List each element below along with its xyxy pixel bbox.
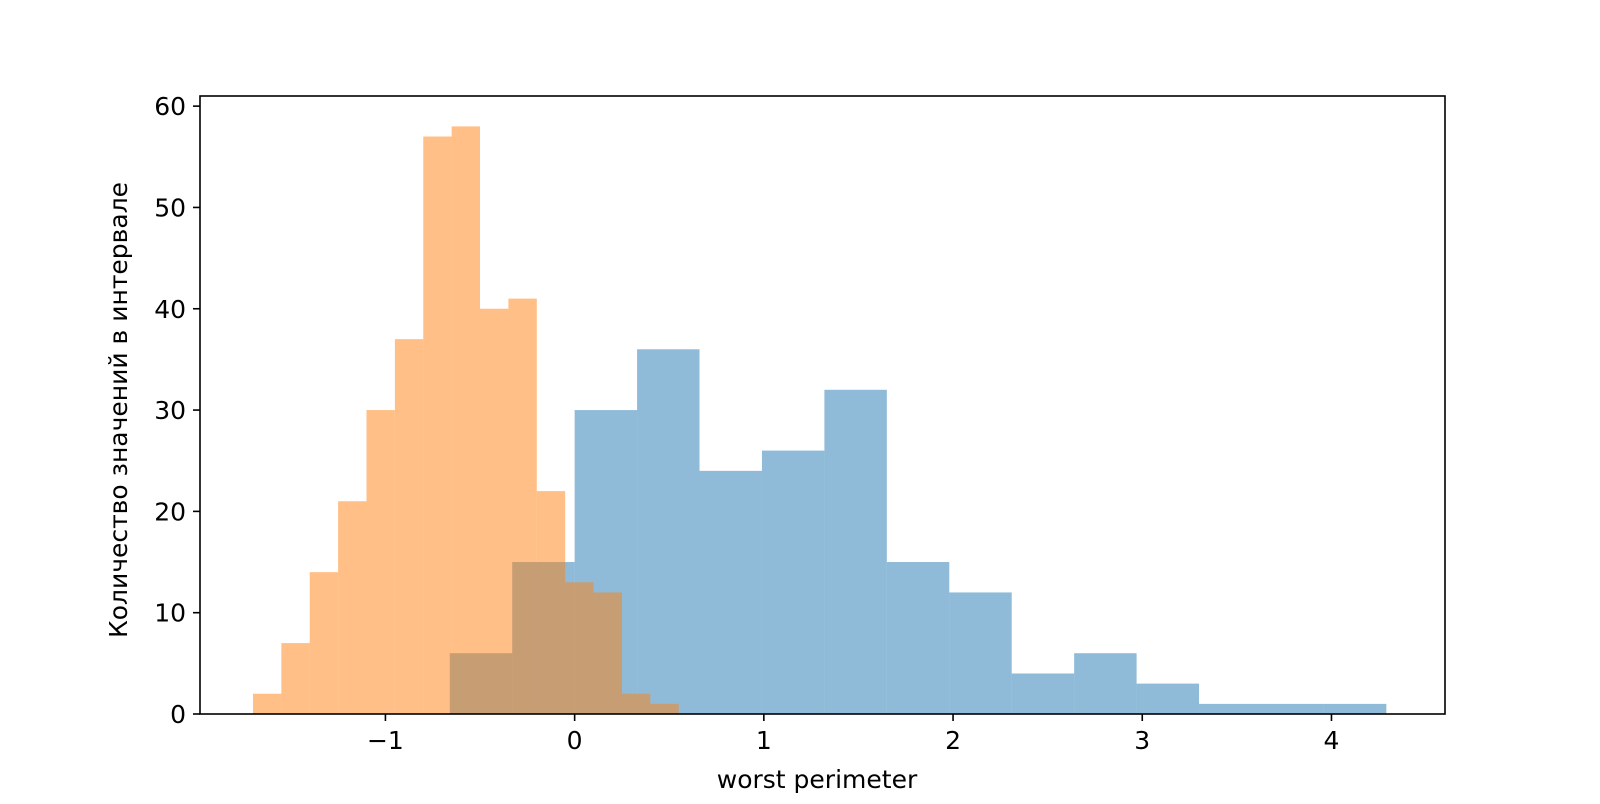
histogram-bar-series-2 — [423, 136, 452, 714]
histogram-bar-series-1 — [761, 450, 825, 714]
histogram-bar-series-1 — [1323, 703, 1387, 714]
y-tick-label: 40 — [154, 295, 186, 324]
histogram-bar-series-1 — [1136, 683, 1200, 714]
histogram-bar-series-2 — [565, 582, 594, 714]
histogram-bar-series-1 — [949, 592, 1012, 714]
x-tick-label: 3 — [1134, 726, 1150, 755]
x-axis-label: worst perimeter — [717, 765, 918, 794]
histogram-bar-series-1 — [886, 562, 950, 714]
x-tick-label: 0 — [567, 726, 583, 755]
y-tick-label: 60 — [154, 92, 186, 121]
histogram-bar-series-2 — [309, 572, 339, 714]
histogram-bar-series-2 — [621, 693, 651, 714]
x-tick-label: 1 — [756, 726, 772, 755]
histogram-bar-series-2 — [281, 643, 310, 714]
histogram-bar-series-2 — [508, 298, 537, 714]
histogram-bar-series-1 — [637, 349, 700, 714]
histogram-bar-series-2 — [593, 592, 622, 714]
histogram-bar-series-1 — [699, 470, 762, 714]
histogram-bar-series-2 — [252, 693, 282, 714]
y-tick-label: 10 — [154, 599, 186, 628]
x-tick-label: 2 — [945, 726, 961, 755]
histogram-bar-series-2 — [536, 491, 566, 714]
histogram-bar-series-1 — [1261, 703, 1324, 714]
histogram-bar-series-1 — [1199, 703, 1262, 714]
y-tick-label: 30 — [154, 396, 186, 425]
bars-layer — [252, 126, 1387, 714]
histogram-bar-series-1 — [1011, 673, 1075, 714]
histogram-bar-series-1 — [1074, 653, 1137, 714]
y-tick-label: 50 — [154, 193, 186, 222]
histogram-bar-series-2 — [650, 703, 679, 714]
y-tick-label: 0 — [170, 700, 186, 729]
histogram-bar-series-2 — [366, 410, 395, 714]
histogram-bar-series-2 — [480, 308, 509, 714]
histogram-bar-series-2 — [394, 339, 424, 714]
y-axis-label: Количество значений в интервале — [104, 182, 133, 638]
histogram-bar-series-1 — [824, 389, 887, 714]
x-tick-label: 4 — [1324, 726, 1340, 755]
x-tick-label: −1 — [367, 726, 404, 755]
plot-frame — [199, 95, 1446, 715]
histogram-bar-series-2 — [451, 126, 481, 714]
y-tick-label: 20 — [154, 497, 186, 526]
histogram-bar-series-2 — [338, 501, 367, 714]
